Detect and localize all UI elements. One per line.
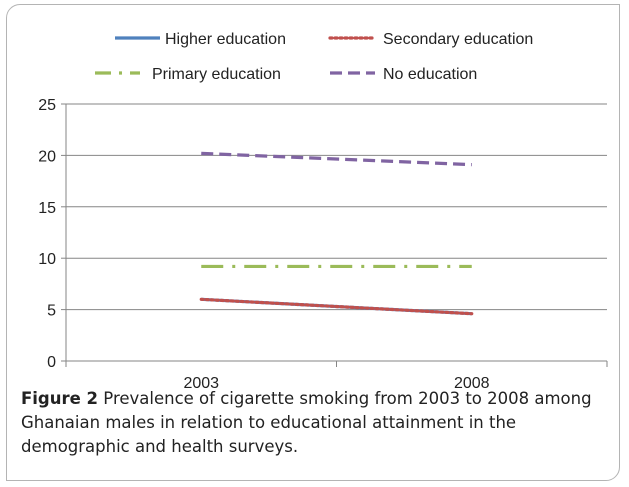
caption-text: Prevalence of cigarette smoking from 200… (21, 389, 592, 456)
legend-label: Secondary education (383, 31, 533, 48)
axes (61, 103, 608, 367)
legend-label: No education (383, 66, 477, 83)
y-tick-label: 20 (38, 148, 56, 165)
y-tick-label: 0 (47, 354, 56, 371)
y-tick-label: 5 (47, 303, 56, 320)
gridlines (66, 103, 607, 311)
x-tick-label: 2008 (454, 375, 490, 392)
y-tick-label: 10 (38, 251, 56, 268)
series-lines (199, 151, 474, 316)
x-tick-label: 2003 (183, 375, 219, 392)
series-line-secondary-education (199, 297, 474, 316)
y-tick-labels: 0 5 10 15 20 25 (38, 97, 56, 371)
legend-label: Higher education (165, 31, 286, 48)
legend-label: Primary education (152, 66, 281, 83)
y-tick-label: 15 (38, 200, 56, 217)
y-tick-label: 25 (38, 97, 56, 114)
legend: Higher education Secondary education Prima… (95, 31, 533, 83)
figure-caption: Figure 2 Prevalence of cigarette smoking… (21, 387, 613, 459)
x-tick-labels: 2003 2008 (183, 375, 489, 392)
figure-frame (6, 4, 620, 481)
series-line-no-education (201, 151, 472, 167)
caption-label: Figure 2 (21, 389, 99, 408)
